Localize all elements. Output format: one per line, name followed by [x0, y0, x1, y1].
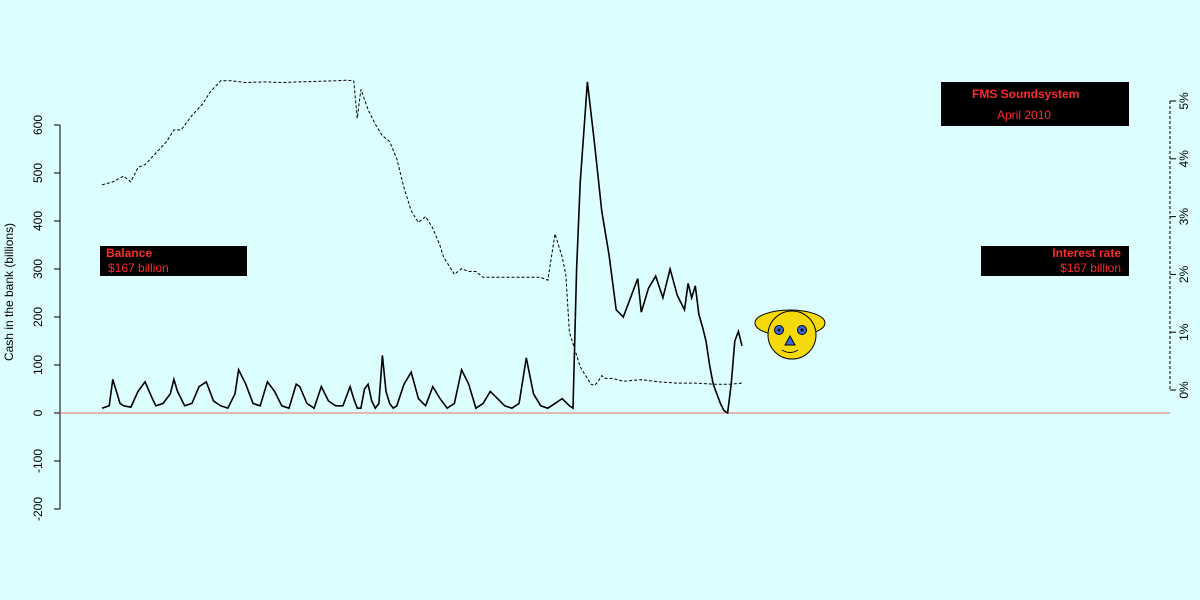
mascot-face-icon: [754, 309, 826, 360]
right-y-axis: 0% 1% 2% 3% 4% 5%: [1169, 92, 1191, 399]
left-y-axis: -200 -100 0 100 200 300 400 500 600: [31, 115, 61, 521]
right-axis-tick-label: 1%: [1177, 323, 1191, 341]
y-axis-title: Cash in the bank (billions): [2, 223, 16, 361]
balance-label: Balance: [106, 246, 153, 260]
right-axis-tick-label: 2%: [1177, 265, 1191, 283]
right-axis-tick-label: 0%: [1177, 381, 1191, 399]
left-axis-tick-label: 100: [31, 355, 45, 375]
header-date: April 2010: [997, 108, 1052, 122]
left-axis-tick-label: 0: [31, 409, 45, 416]
left-axis-tick-label: 200: [31, 307, 45, 327]
balance-value: $167 billion: [108, 261, 169, 275]
left-axis-tick-label: 600: [31, 115, 45, 135]
balance-label-box: Balance $167 billion: [100, 246, 247, 276]
balance-series-line: [101, 81, 743, 415]
right-axis-tick-label: 3%: [1177, 208, 1191, 226]
left-axis-tick-label: -200: [31, 497, 45, 521]
right-axis-tick-label: 4%: [1177, 150, 1191, 168]
right-axis-tick-label: 5%: [1177, 92, 1191, 110]
header-title: FMS Soundsystem: [972, 87, 1080, 101]
interest-rate-series-line: [101, 79, 743, 386]
interest-rate-label: Interest rate: [1052, 246, 1121, 260]
left-axis-tick-label: 300: [31, 259, 45, 279]
left-axis-tick-label: 500: [31, 163, 45, 183]
left-axis-tick-label: -100: [31, 449, 45, 473]
left-axis-tick-label: 400: [31, 211, 45, 231]
interest-rate-value: $167 billion: [1060, 261, 1121, 275]
header-label-box: FMS Soundsystem April 2010: [941, 82, 1129, 126]
interest-rate-label-box: Interest rate $167 billion: [981, 246, 1129, 276]
